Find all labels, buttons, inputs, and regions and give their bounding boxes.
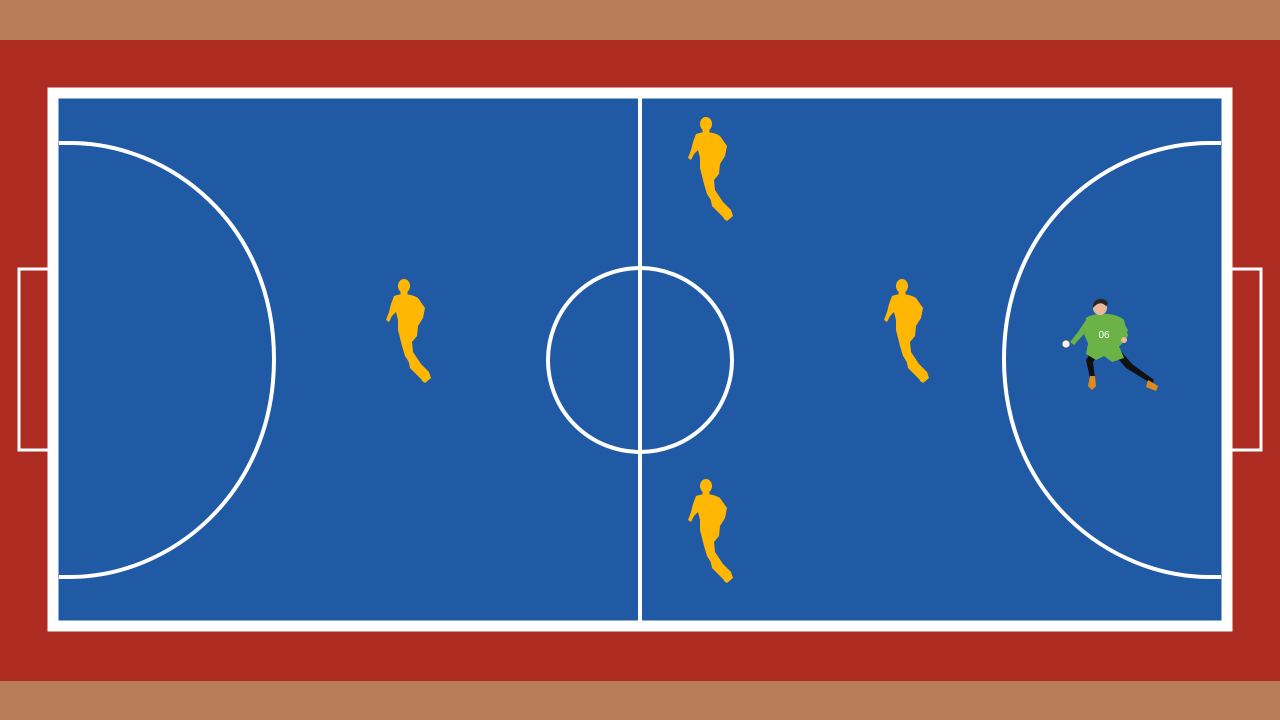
goalkeeper-left-boot <box>1088 376 1096 390</box>
goalkeeper-shirt-number: 06 <box>1098 330 1110 341</box>
goalkeeper-hair <box>1093 298 1108 308</box>
penalty-area-left <box>59 141 277 579</box>
center-circle <box>546 266 734 454</box>
goalkeeper-right-boot <box>1146 380 1158 391</box>
goalkeeper-right-arm <box>1120 320 1128 340</box>
goalkeeper-left-glove <box>1061 339 1071 349</box>
goalkeeper-left-arm <box>1070 320 1086 345</box>
goalkeeper: 06 <box>1061 298 1158 391</box>
goalkeeper-jersey <box>1084 313 1128 348</box>
goalkeeper-right-leg <box>1114 350 1154 384</box>
goalkeeper-shorts <box>1086 344 1124 362</box>
penalty-area-right <box>1001 141 1221 579</box>
goalkeeper-right-hand <box>1121 337 1127 343</box>
